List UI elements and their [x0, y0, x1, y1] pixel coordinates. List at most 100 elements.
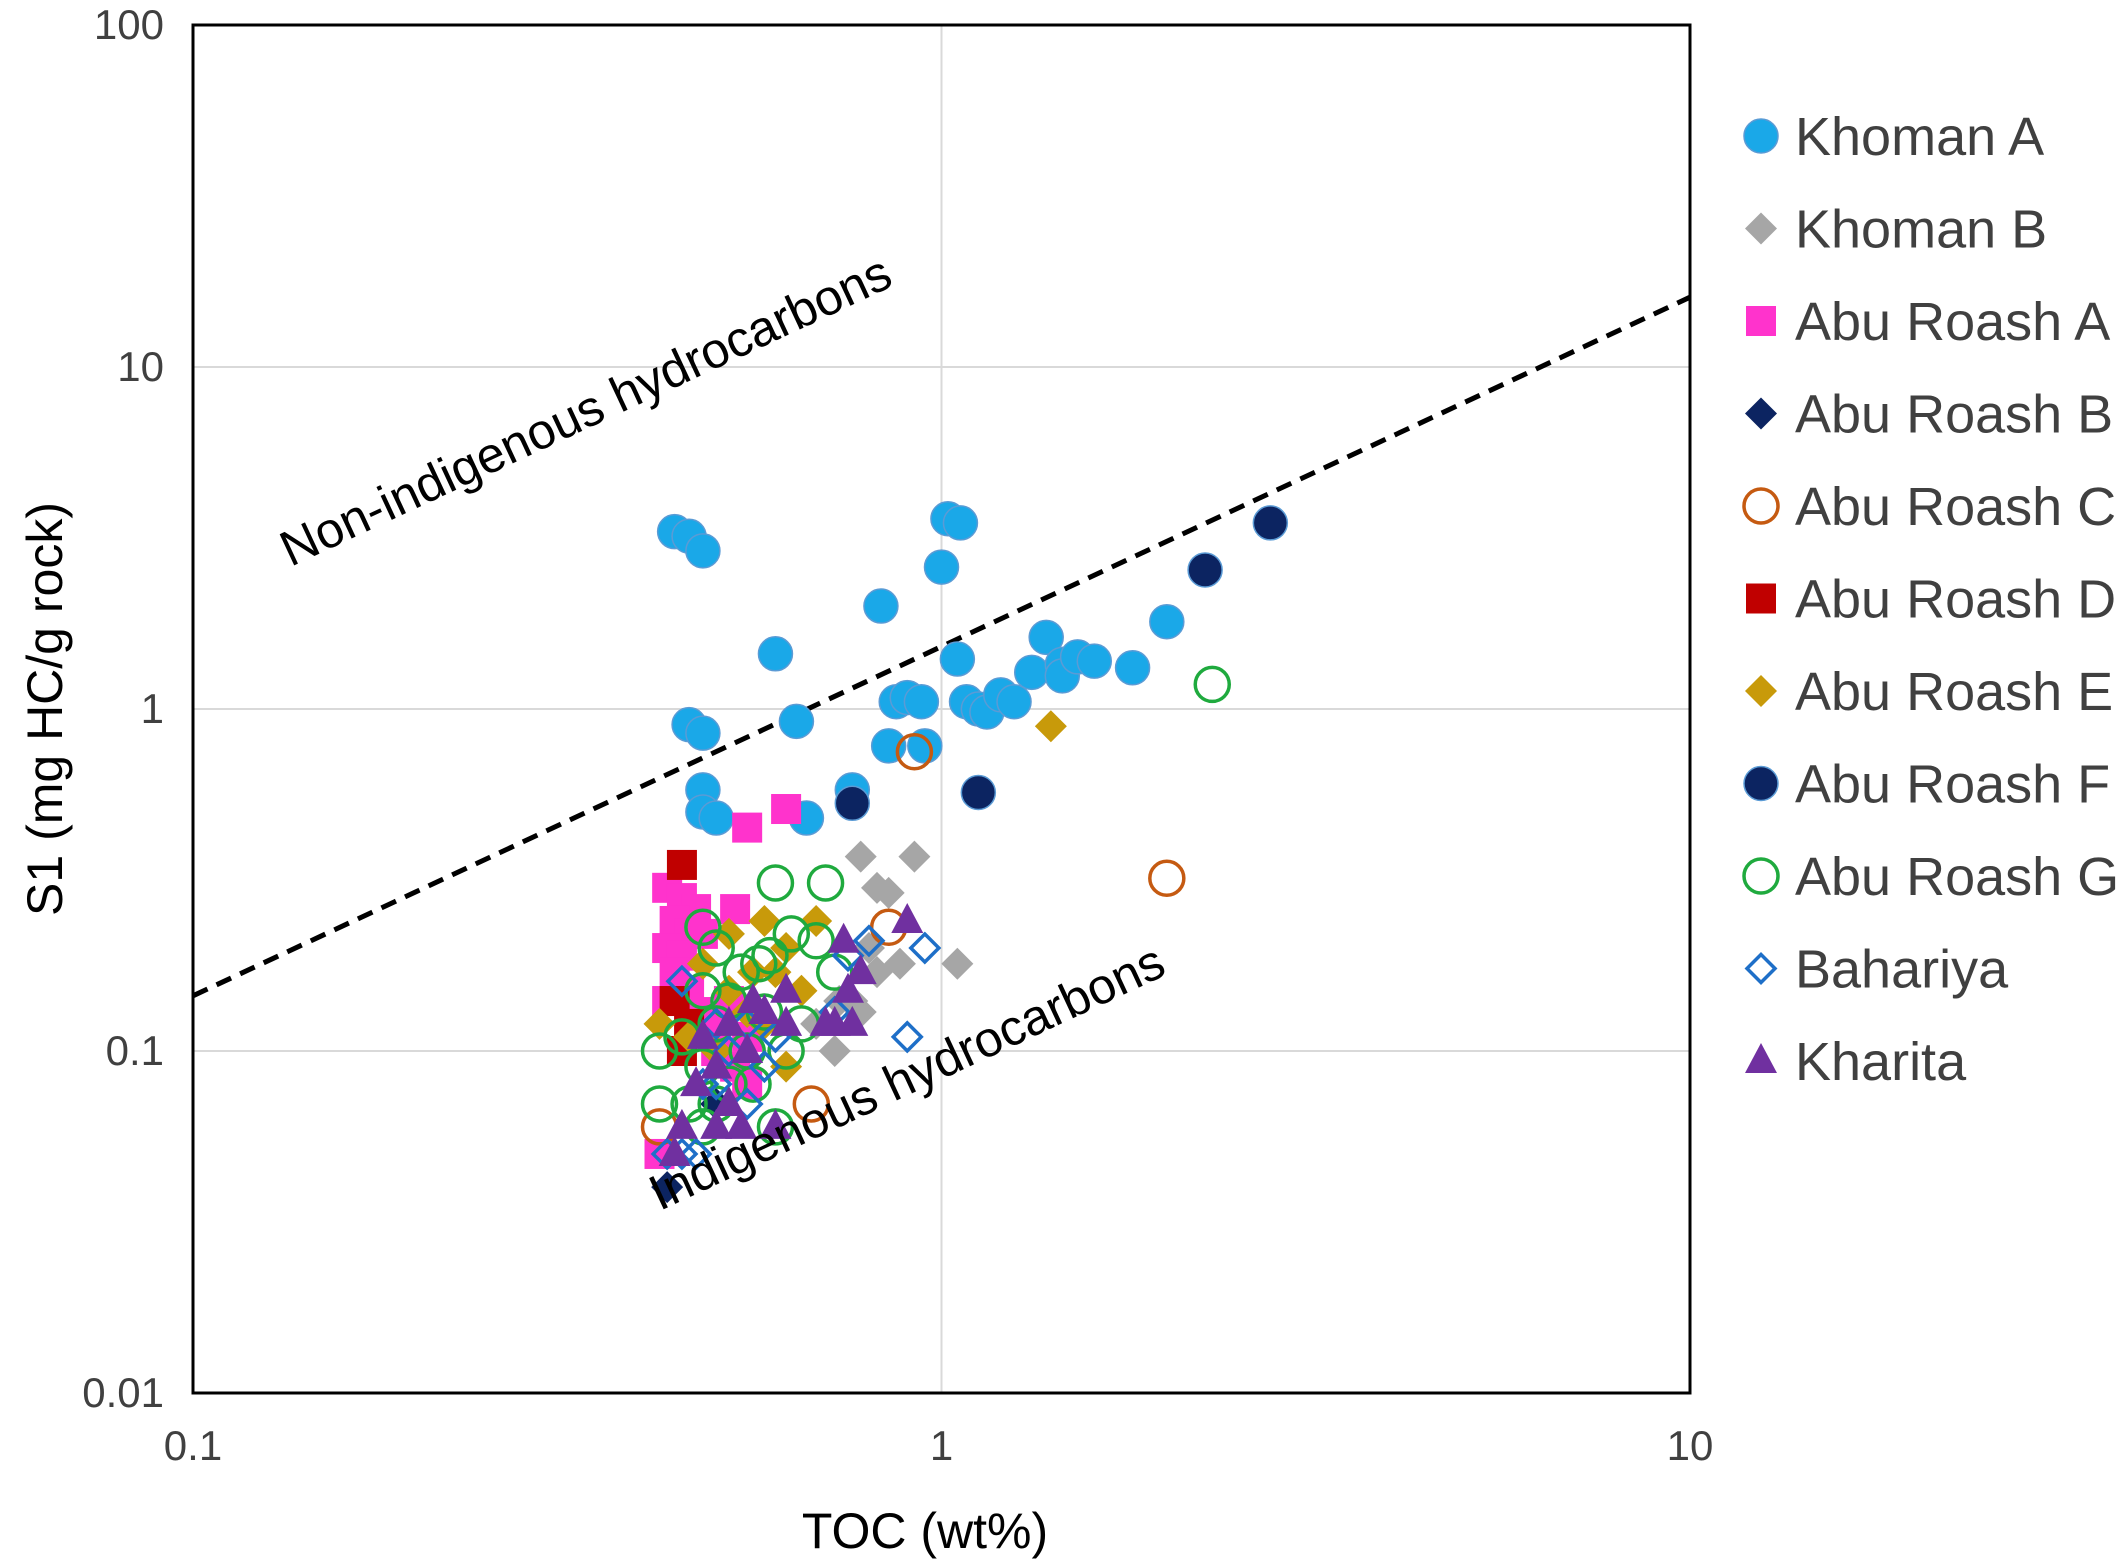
point-abu-roash-f	[960, 774, 997, 811]
legend-marker-khoman-a	[1743, 118, 1779, 154]
data-points	[640, 500, 1289, 1204]
point-bahariya	[699, 1067, 733, 1101]
y-tick-label: 0.01	[82, 1369, 164, 1416]
threshold-line-group	[191, 294, 1692, 999]
point-kharita	[680, 1066, 713, 1097]
point-abu-roash-g	[797, 922, 835, 960]
legend-label-abu-roash-g: Abu Roash G	[1795, 847, 2119, 907]
point-abu-roash-b	[651, 1171, 684, 1204]
point-abu-roash-a	[720, 894, 751, 925]
point-abu-roash-a	[771, 794, 802, 825]
y-tick-label: 0.1	[106, 1027, 164, 1074]
legend-label-kharita: Kharita	[1795, 1032, 1967, 1092]
point-bahariya	[852, 924, 886, 958]
point-kharita	[712, 1085, 745, 1116]
point-abu-roash-f	[1252, 505, 1289, 541]
point-kharita	[686, 1018, 719, 1049]
legend-marker-abu-roash-g	[1742, 857, 1780, 895]
point-khoman-a	[1028, 619, 1064, 656]
point-abu-roash-g	[751, 936, 789, 975]
x-tick-label: 10	[1667, 1422, 1714, 1469]
point-khoman-b	[818, 1035, 851, 1067]
point-abu-roash-g	[640, 1085, 679, 1123]
point-abu-roash-d	[666, 849, 697, 880]
point-khoman-a	[1114, 650, 1151, 686]
point-kharita	[844, 954, 877, 985]
point-abu-roash-c	[1148, 859, 1186, 897]
point-abu-roash-g	[772, 915, 811, 953]
point-bahariya	[665, 964, 699, 998]
point-khoman-b	[898, 840, 931, 873]
point-kharita	[770, 1005, 803, 1036]
point-khoman-b	[941, 947, 974, 980]
point-bahariya	[908, 931, 942, 965]
point-bahariya	[712, 1034, 746, 1068]
x-tick-label: 1	[930, 1422, 953, 1469]
point-kharita	[712, 1005, 745, 1036]
point-khoman-b	[844, 840, 877, 873]
point-kharita	[759, 1108, 792, 1139]
point-khoman-a	[903, 684, 940, 720]
legend-marker-abu-roash-f	[1743, 765, 1779, 802]
point-khoman-a	[923, 549, 960, 585]
legend-label-abu-roash-a: Abu Roash A	[1795, 292, 2110, 352]
point-bahariya	[679, 1137, 713, 1171]
point-khoman-a	[698, 800, 734, 836]
point-kharita	[809, 1005, 842, 1036]
threshold-line	[191, 294, 1692, 999]
point-abu-roash-c	[895, 732, 934, 771]
legend: Khoman A Khoman B Abu Roash A Abu Roash B Ab…	[1742, 107, 2119, 1092]
point-kharita	[836, 1005, 869, 1036]
point-abu-roash-g	[1193, 665, 1232, 704]
point-abu-roash-f	[834, 785, 871, 822]
point-kharita	[725, 1108, 758, 1139]
point-khoman-a	[1149, 603, 1185, 640]
point-kharita	[737, 983, 770, 1014]
legend-label-khoman-b: Khoman B	[1795, 200, 2047, 260]
legend-label-bahariya: Bahariya	[1795, 940, 2009, 1000]
point-abu-roash-e	[712, 974, 745, 1007]
point-khoman-a	[757, 636, 794, 672]
x-axis-title: TOC (wt%)	[802, 1503, 1048, 1559]
x-tick-labels: 0.1 1 10	[164, 1422, 1714, 1469]
y-axis-title: S1 (mg HC/g rock)	[17, 502, 73, 916]
point-bahariya	[730, 1087, 764, 1121]
legend-label-abu-roash-d: Abu Roash D	[1795, 570, 2116, 630]
point-kharita	[827, 922, 860, 953]
grid-lines	[193, 25, 1690, 1393]
legend-marker-abu-roash-b	[1745, 397, 1777, 430]
legend-label-abu-roash-f: Abu Roash F	[1795, 755, 2110, 815]
legend-marker-abu-roash-e	[1745, 675, 1777, 707]
point-abu-roash-c	[792, 1085, 831, 1123]
point-abu-roash-g	[740, 944, 778, 983]
point-khoman-a	[778, 703, 815, 740]
annotation-label: Non-indigenous hydrocarbons	[272, 244, 900, 577]
point-kharita	[700, 1108, 733, 1139]
legend-marker-abu-roash-c	[1742, 487, 1780, 525]
point-khoman-a	[863, 588, 899, 624]
y-tick-labels: 0.01 0.1 1 10 100	[82, 1, 164, 1416]
legend-marker-bahariya	[1744, 952, 1778, 985]
point-abu-roash-g	[697, 929, 735, 967]
point-kharita	[891, 902, 924, 933]
point-khoman-a	[939, 641, 976, 677]
point-kharita	[770, 972, 803, 1003]
y-tick-label: 100	[94, 1, 164, 48]
y-tick-label: 10	[117, 343, 164, 390]
plot-frame	[191, 23, 1692, 1395]
point-khoman-a	[1013, 654, 1050, 691]
point-bahariya	[890, 1020, 924, 1054]
point-abu-roash-e	[643, 1007, 676, 1040]
point-khoman-b	[872, 876, 905, 909]
point-kharita	[831, 972, 864, 1003]
point-kharita	[700, 1048, 733, 1079]
y-tick-label: 1	[141, 685, 164, 732]
point-khoman-a	[870, 728, 907, 764]
legend-label-khoman-a: Khoman A	[1795, 107, 2044, 167]
point-khoman-a	[1076, 643, 1113, 679]
legend-marker-khoman-b	[1745, 212, 1777, 245]
legend-label-abu-roash-b: Abu Roash B	[1795, 385, 2113, 445]
point-abu-roash-a	[732, 812, 763, 843]
point-abu-roash-e	[686, 947, 719, 980]
